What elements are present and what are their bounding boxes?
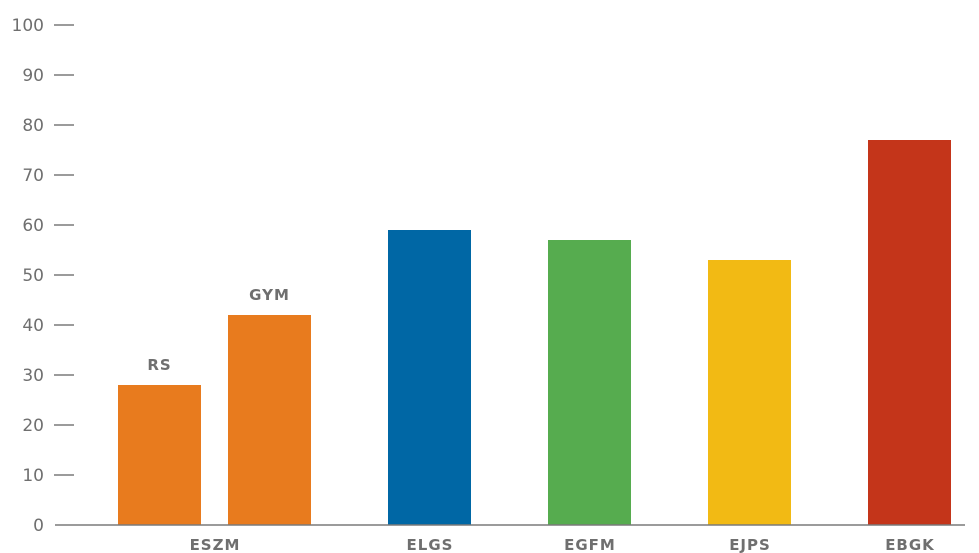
x-axis: ESZM ELGS EGFM EJPS EBGK — [55, 524, 965, 553]
bar-ejps — [708, 260, 791, 525]
bar-egfm — [548, 240, 631, 525]
y-tick-label: 50 — [22, 266, 44, 286]
x-tick-label: ESZM — [190, 536, 241, 553]
y-tick-label: 60 — [22, 216, 44, 236]
x-tick-label: EJPS — [729, 536, 771, 553]
bars: RS GYM — [118, 140, 951, 525]
bar-label: GYM — [249, 286, 290, 304]
bar-ebgk — [868, 140, 951, 525]
y-tick-label: 30 — [22, 366, 44, 386]
x-tick-label: EBGK — [885, 536, 935, 553]
y-tick-label: 10 — [22, 466, 44, 486]
bar-eszm-rs — [118, 385, 201, 525]
y-tick-label: 70 — [22, 166, 44, 186]
x-tick-label: EGFM — [564, 536, 616, 553]
y-axis: 0 10 20 30 40 50 60 70 80 90 100 — [12, 16, 74, 536]
bar-eszm-gym — [228, 315, 311, 525]
y-tick-label: 90 — [22, 66, 44, 86]
y-tick-label: 100 — [12, 16, 44, 36]
x-tick-label: ELGS — [407, 536, 454, 553]
y-tick-label: 0 — [33, 516, 44, 536]
y-tick-label: 40 — [22, 316, 44, 336]
bar-label: RS — [147, 356, 171, 374]
y-tick-label: 20 — [22, 416, 44, 436]
bar-elgs — [388, 230, 471, 525]
y-tick-label: 80 — [22, 116, 44, 136]
